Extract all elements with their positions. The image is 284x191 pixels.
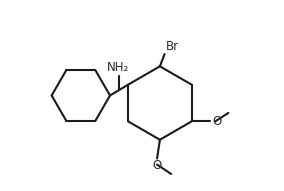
Text: O: O: [212, 115, 222, 128]
Text: O: O: [153, 159, 162, 172]
Text: NH₂: NH₂: [107, 61, 129, 74]
Text: Br: Br: [166, 40, 179, 53]
